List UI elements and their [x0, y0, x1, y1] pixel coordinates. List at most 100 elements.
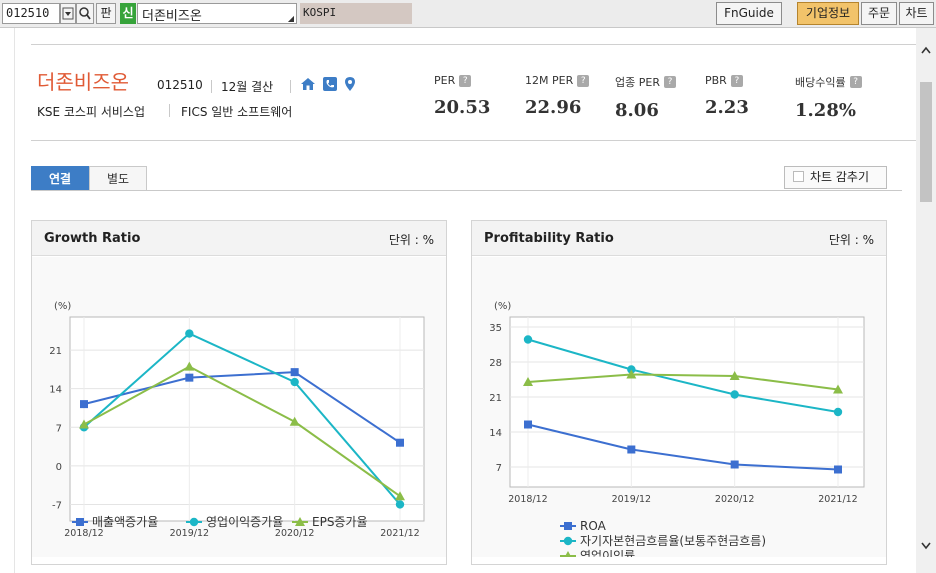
y-axis-label: (%)	[494, 301, 511, 312]
chart-unit: 단위 : %	[828, 233, 874, 247]
help-icon[interactable]: ?	[459, 74, 472, 87]
data-point	[523, 335, 533, 344]
valuation-value: 22.96	[525, 97, 582, 118]
vertical-scrollbar[interactable]	[916, 28, 936, 573]
plot-area	[69, 316, 425, 522]
y-tick-label: 35	[489, 323, 502, 334]
valuation-12m-per: 12M PER? 22.96	[525, 74, 590, 118]
chart-unit: 단위 : %	[388, 233, 434, 247]
tab-separate[interactable]: 별도	[89, 166, 147, 191]
chevron-down-icon	[62, 7, 74, 20]
plot-area	[509, 316, 865, 488]
magnifier-icon	[79, 7, 91, 20]
stock-code-input[interactable]: 012510	[2, 3, 60, 24]
profitability-ratio-panel: Profitability Ratio 단위 : % 7 14 21 28 35 2018…	[471, 220, 887, 565]
scroll-up-icon[interactable]	[920, 44, 932, 58]
help-icon[interactable]: ?	[730, 74, 743, 87]
divider	[31, 44, 916, 45]
help-icon[interactable]: ?	[849, 76, 862, 88]
fiscal-month: 12월 결산	[221, 80, 274, 94]
chart-header: Profitability Ratio 단위 : %	[472, 221, 886, 256]
divider	[169, 104, 170, 117]
x-tick-label: 2021/12	[380, 528, 419, 539]
company-info-button[interactable]: 기업정보	[797, 2, 859, 25]
help-icon[interactable]: ?	[663, 76, 676, 88]
chart-button[interactable]: 차트	[899, 2, 934, 25]
tab-consolidated[interactable]: 연결	[31, 166, 89, 191]
data-point	[563, 536, 573, 546]
contact-icons	[300, 76, 356, 95]
data-point	[730, 460, 739, 469]
hide-chart-label: 차트 감추기	[810, 170, 870, 184]
company-info-panel: 더존비즈온 012510 12월 결산 KSE 코스피 서비스업 FICS 일반…	[14, 28, 916, 573]
market-label: KOSPI	[300, 3, 412, 24]
order-button[interactable]: 주문	[861, 2, 897, 25]
fnguide-button[interactable]: FnGuide	[716, 2, 782, 25]
valuation-value: 20.53	[434, 97, 491, 118]
series-line	[527, 338, 839, 413]
data-point	[834, 465, 842, 474]
data-point	[80, 400, 88, 409]
x-tick-label: 2019/12	[170, 528, 209, 539]
data-point	[395, 491, 405, 501]
scrollbar-thumb[interactable]	[920, 82, 932, 202]
company-name-field[interactable]: 더존비즈온 ◢	[137, 3, 297, 24]
profitability-ratio-chart: 7 14 21 28 35 2018/12 2019/12 2020/12 2021/12 (%)…	[472, 257, 886, 557]
data-point	[626, 369, 637, 379]
series-line	[527, 423, 839, 471]
y-axis-label: (%)	[54, 301, 71, 312]
series-line	[83, 332, 401, 506]
x-tick-label: 2018/12	[64, 528, 103, 539]
help-icon[interactable]: ?	[577, 74, 590, 87]
chart-title: Growth Ratio	[44, 231, 141, 246]
divider	[31, 140, 916, 141]
data-point	[184, 361, 195, 371]
data-point	[729, 371, 740, 380]
valuation-label: PER	[434, 74, 456, 87]
home-icon[interactable]	[300, 76, 316, 95]
phone-icon[interactable]	[322, 76, 338, 95]
data-point	[185, 329, 194, 338]
fics-sector: FICS 일반 소프트웨어	[181, 105, 293, 119]
y-tick-label: 21	[489, 393, 502, 404]
new-badge[interactable]: 신	[120, 3, 136, 24]
location-pin-icon[interactable]	[344, 76, 356, 95]
legend-label: 매출액증가율	[92, 515, 158, 529]
data-point	[524, 420, 532, 429]
legend-label: 영업이익증가율	[206, 515, 283, 529]
legend-label: ROA	[580, 519, 607, 533]
growth-ratio-chart: -7 0 7 14 21 2018/12 2019/12 2020/12 2021/12 (%) 매…	[32, 257, 446, 557]
divider	[290, 80, 291, 93]
series-line	[527, 373, 839, 391]
data-point	[833, 384, 843, 394]
y-tick-label: 14	[489, 428, 502, 439]
company-name-value: 더존비즈온	[142, 9, 202, 24]
data-point	[833, 407, 843, 417]
chart-header: Growth Ratio 단위 : %	[32, 221, 446, 256]
valuation-label: 배당수익률	[795, 76, 846, 89]
data-point	[76, 518, 84, 526]
valuation-value: 1.28%	[795, 100, 856, 121]
valuation-label: 업종 PER	[615, 76, 660, 89]
valuation-dividend-yield: 배당수익률? 1.28%	[795, 74, 862, 121]
pan-button[interactable]: 판	[96, 3, 116, 24]
valuation-label: 12M PER	[525, 74, 574, 87]
valuation-value: 2.23	[705, 97, 749, 118]
valuation-pbr: PBR? 2.23	[705, 74, 749, 118]
y-tick-label: 14	[49, 385, 62, 396]
series-line	[83, 365, 401, 498]
y-tick-label: 7	[496, 463, 502, 474]
checkbox-icon[interactable]	[793, 171, 804, 182]
search-button[interactable]	[76, 3, 94, 24]
code-dropdown-button[interactable]	[60, 3, 76, 24]
data-point	[564, 551, 572, 557]
scroll-down-icon[interactable]	[920, 538, 932, 552]
field-corner-mark: ◢	[287, 14, 294, 23]
y-tick-label: 7	[56, 423, 62, 434]
series-line	[83, 371, 401, 444]
growth-ratio-panel: Growth Ratio 단위 : % -7 0 7 14 21 2018/12 2019/…	[31, 220, 447, 565]
legend-label: 자기자본현금흐름율(보통주현금흐름)	[580, 534, 766, 548]
data-point	[395, 500, 405, 509]
data-point	[189, 517, 199, 527]
hide-chart-toggle[interactable]: 차트 감추기	[784, 166, 887, 189]
